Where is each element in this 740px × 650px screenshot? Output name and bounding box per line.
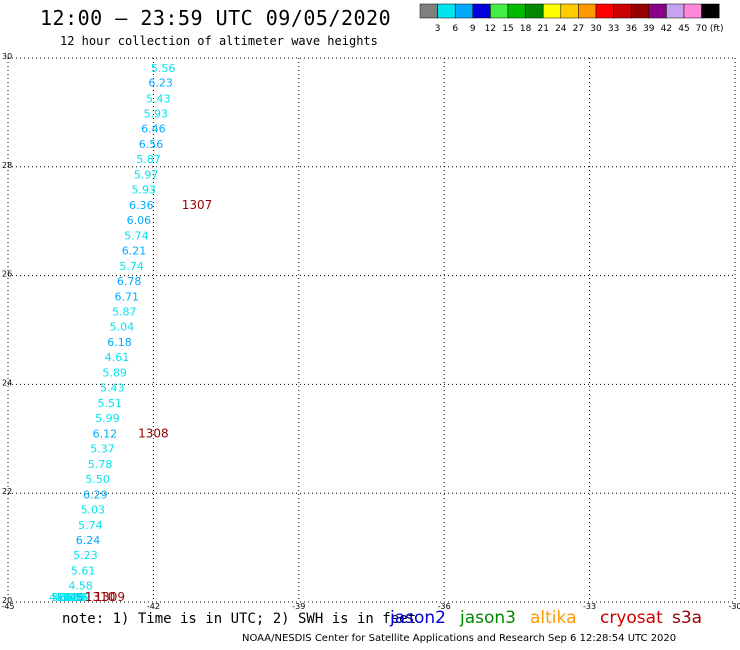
wave-height-label: 4.58 [68, 580, 93, 593]
colorbar-label: 42 [661, 24, 672, 34]
wave-height-label: 6.12 [93, 427, 118, 440]
colorbar-swatch [701, 3, 720, 19]
y-tick-label: 28 [2, 161, 12, 170]
wave-height-label: 5.37 [90, 443, 115, 456]
wave-height-label: 5.61 [71, 564, 96, 577]
wave-height-label: 6.06 [127, 214, 152, 227]
chart-subtitle: 12 hour collection of altimeter wave hei… [60, 34, 378, 48]
wave-height-label: 5.97 [134, 168, 159, 181]
y-tick-label: 26 [2, 270, 12, 279]
wave-height-label: 5.89 [102, 366, 127, 379]
wave-height-label: 5.56 [151, 62, 176, 75]
wave-height-label: 6.18 [107, 336, 132, 349]
y-tick-label: 22 [2, 487, 12, 496]
wave-height-label: 6.21 [122, 245, 147, 258]
satellite-name: cryosat [600, 608, 663, 628]
footer-credit: NOAA/NESDIS Center for Satellite Applica… [242, 633, 677, 644]
colorbar-label: 27 [573, 24, 584, 34]
colorbar-label: 6 [452, 24, 458, 34]
track-number-label: 1310 [85, 590, 116, 604]
track-number-label: 1308 [138, 426, 169, 440]
satellite-name: altika [530, 608, 577, 628]
wave-height-label: 6.36 [129, 199, 154, 212]
x-tick-label: -30 [728, 602, 740, 611]
wave-height-label: 5.74 [124, 229, 149, 242]
satellite-name: s3a [672, 608, 703, 628]
wave-height-label: 5.04 [110, 321, 135, 334]
colorbar-label: 39 [643, 24, 655, 34]
wave-height-label: 4.32 [49, 591, 74, 604]
wave-height-label: 5.78 [88, 458, 113, 471]
wave-height-label: 5.23 [73, 549, 98, 562]
colorbar-label: 36 [625, 24, 637, 34]
track-number-label: 1307 [182, 198, 213, 212]
y-tick-label: 30 [2, 52, 12, 61]
wave-height-label: 5.93 [144, 107, 169, 120]
colorbar-legend: 3 6 9 12 15 18 21 24 27 30 33 36 39 42 45 70 (ft) [419, 3, 724, 34]
wave-height-label: 5.51 [98, 397, 123, 410]
colorbar-label: 15 [502, 24, 513, 34]
wave-height-label: 5.43 [100, 382, 125, 395]
colorbar-label: 30 [590, 24, 602, 34]
colorbar-label: 70 (ft) [696, 24, 724, 34]
wave-height-label: 5.87 [136, 153, 161, 166]
wave-height-label: 5.93 [131, 184, 156, 197]
colorbar-label: 21 [537, 24, 548, 34]
colorbar-label: 3 [435, 24, 441, 34]
colorbar-label: 9 [470, 24, 476, 34]
wave-height-label: 6.24 [76, 534, 101, 547]
colorbar-label: 33 [608, 24, 619, 34]
colorbar-label: 45 [678, 24, 689, 34]
wave-height-label: 5.03 [81, 504, 106, 517]
wave-height-label: 6.71 [114, 290, 139, 303]
wave-height-label: 5.16 [64, 591, 89, 604]
wave-height-label: 6.45 [59, 591, 84, 604]
wave-height-label: 5.50 [85, 473, 110, 486]
wave-height-plot: -45 -42 -39 -36 -33 -30 20 22 24 26 28 30 5.566.23 5.… [1, 52, 740, 611]
colorbar-label: 12 [485, 24, 496, 34]
wave-height-label: 6.56 [139, 138, 164, 151]
wave-height-label: 5.74 [78, 519, 103, 532]
wave-height-label: 5.83 [56, 591, 81, 604]
footer-note: note: 1) Time is in UTC; 2) SWH is in fe… [62, 611, 417, 627]
wave-height-label: 5.99 [95, 412, 120, 425]
wave-height-label: 4.61 [105, 351, 130, 364]
wave-height-label: 4.81 [54, 591, 79, 604]
x-tick-label: -36 [438, 602, 451, 611]
wave-height-label: 5.34 [51, 591, 76, 604]
x-tick-label: -33 [583, 602, 596, 611]
x-tick-label: -42 [147, 602, 160, 611]
colorbar-label: 24 [555, 24, 567, 34]
wave-height-label: 5.30 [61, 591, 86, 604]
x-tick-label: -45 [1, 602, 14, 611]
chart-title: 12:00 – 23:59 UTC 09/05/2020 [40, 6, 392, 30]
x-tick-label: -39 [292, 602, 305, 611]
satellite-name: jason3 [460, 608, 516, 628]
wave-height-label: 5.87 [112, 306, 137, 319]
wave-height-label: 5.89 [66, 591, 91, 604]
wave-height-label: 5.43 [146, 92, 171, 105]
wave-height-label: 5.74 [119, 260, 144, 273]
wave-height-label: 6.23 [148, 76, 173, 89]
y-tick-label: 24 [2, 378, 12, 387]
wave-height-label: 6.46 [141, 123, 166, 136]
wave-height-label: 6.78 [117, 275, 142, 288]
colorbar-label: 18 [520, 24, 532, 34]
track-number-label: 1309 [95, 590, 126, 604]
y-tick-label: 20 [2, 596, 12, 605]
wave-height-label: 6.29 [83, 488, 108, 501]
satellite-name: jason2 [390, 608, 446, 628]
